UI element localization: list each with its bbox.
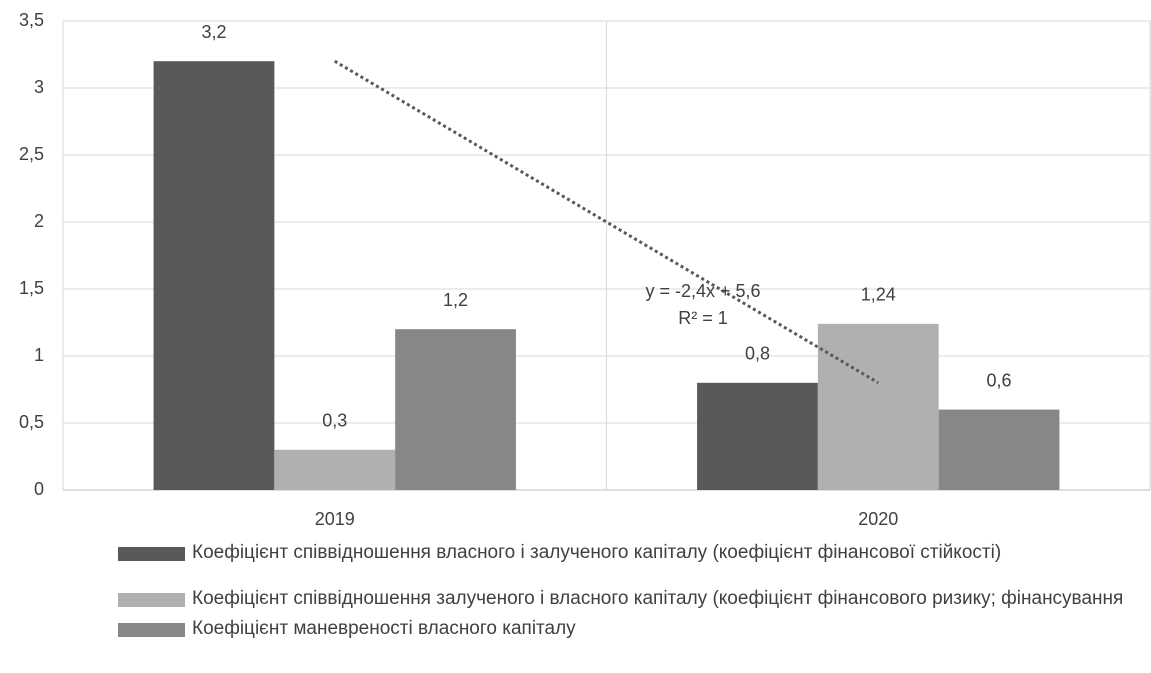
data-label: 1,2 <box>443 290 468 310</box>
data-label: 1,24 <box>861 285 896 305</box>
legend-swatch <box>118 547 185 561</box>
y-tick-label: 3 <box>34 77 44 97</box>
legend-item: Коефіцієнт маневреності власного капітал… <box>118 616 1148 642</box>
bar <box>938 409 1060 490</box>
x-tick-label: 2020 <box>858 509 898 529</box>
y-tick-label: 1 <box>34 345 44 365</box>
data-label: 3,2 <box>201 22 226 42</box>
bar <box>274 449 396 490</box>
legend-item: Коефіцієнт співвідношення власного і зал… <box>118 540 1148 566</box>
legend-swatch <box>118 623 185 637</box>
x-tick-label: 2019 <box>315 509 355 529</box>
data-label: 0,8 <box>745 344 770 364</box>
y-tick-label: 0,5 <box>19 412 44 432</box>
y-tick-label: 2,5 <box>19 144 44 164</box>
chart: 0 0,5 1 1,5 2 2,5 3 3,5 2019 3,2 0,3 1,2 2020 0,8 1,24… <box>19 10 1151 529</box>
data-label: 0,3 <box>322 411 347 431</box>
trendline-equation: y = -2,4x + 5,6 <box>645 281 760 301</box>
legend-label: Коефіцієнт співвідношення залученого і в… <box>192 588 1124 609</box>
legend-label: Коефіцієнт маневреності власного капітал… <box>192 618 576 639</box>
legend: Коефіцієнт співвідношення власного і зал… <box>118 540 1148 662</box>
bar <box>395 329 516 490</box>
legend-item: Коефіцієнт співвідношення залученого і в… <box>118 586 1148 612</box>
legend-label: Коефіцієнт співвідношення власного і зал… <box>192 542 1002 563</box>
y-tick-label: 2 <box>34 211 44 231</box>
y-tick-label: 1,5 <box>19 278 44 298</box>
legend-swatch <box>118 593 185 607</box>
y-tick-label: 0 <box>34 479 44 499</box>
trendline-r2: R² = 1 <box>678 308 728 328</box>
y-tick-label: 3,5 <box>19 10 44 30</box>
data-label: 0,6 <box>987 370 1012 390</box>
bar <box>697 382 818 490</box>
bar <box>817 323 939 490</box>
bar <box>153 61 275 490</box>
